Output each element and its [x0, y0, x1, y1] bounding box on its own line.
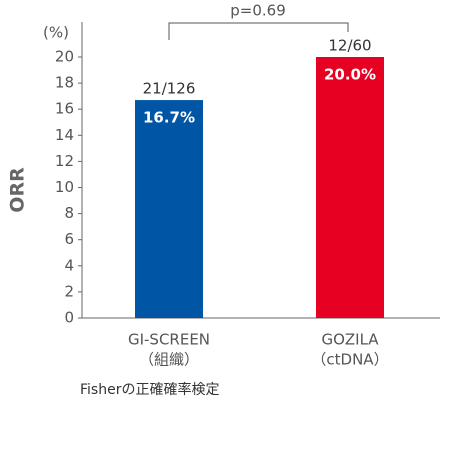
x-tick-label: GOZILA	[321, 331, 379, 349]
y-tick-label: 0	[64, 309, 74, 327]
count-label: 21/126	[143, 80, 196, 98]
y-tick-label: 20	[55, 48, 74, 66]
value-label: 16.7%	[143, 109, 195, 127]
y-tick-label: 2	[64, 282, 74, 300]
y-tick-label: 14	[55, 126, 74, 144]
count-label: 12/60	[328, 37, 371, 55]
value-label: 20.0%	[324, 66, 376, 84]
bar	[316, 57, 384, 318]
x-tick-sublabel: （ctDNA）	[311, 351, 388, 369]
y-unit: (%)	[43, 24, 69, 42]
p-value: p=0.69	[230, 2, 286, 20]
footnote: Fisherの正確確率検定	[80, 381, 219, 398]
x-tick-label: GI-SCREEN	[128, 331, 210, 349]
significance-bracket	[168, 22, 349, 40]
y-tick-label: 18	[55, 74, 74, 92]
y-tick-label: 16	[55, 100, 74, 118]
y-tick-label: 8	[64, 204, 74, 222]
y-tick-label: 10	[55, 178, 74, 196]
y-axis-title: ORR	[7, 167, 29, 213]
y-tick-label: 6	[64, 230, 74, 248]
y-tick-label: 12	[55, 152, 74, 170]
x-tick-sublabel: （組織）	[139, 351, 199, 369]
bar	[135, 100, 203, 318]
y-tick-label: 4	[64, 256, 74, 274]
